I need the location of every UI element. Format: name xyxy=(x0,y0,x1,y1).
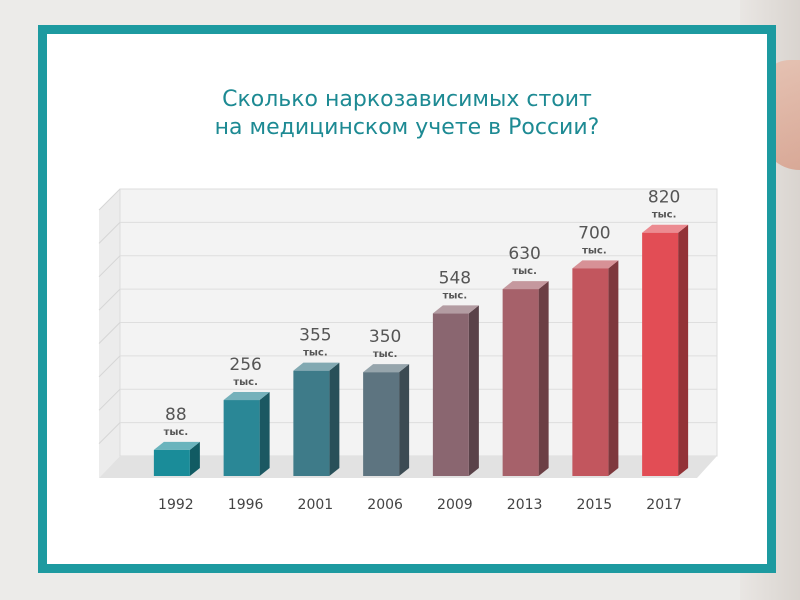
x-tick-label: 2015 xyxy=(577,497,613,513)
data-label-value: 820 xyxy=(648,188,680,208)
bar-side xyxy=(678,224,689,476)
bar-side xyxy=(399,364,410,476)
x-tick-label: 2017 xyxy=(646,497,682,513)
bar-side xyxy=(329,362,340,476)
chart-title-line-1: Сколько наркозависимых стоит xyxy=(222,87,592,112)
x-tick-label: 2013 xyxy=(507,497,543,513)
gridline-side xyxy=(98,322,121,344)
bar xyxy=(572,268,609,476)
gridline-side xyxy=(98,288,121,311)
data-label-unit: тыс. xyxy=(512,266,537,277)
data-label-value: 350 xyxy=(369,327,401,347)
bar-top xyxy=(223,392,270,401)
chart-title-line-2: на медицинском учете в России? xyxy=(214,115,600,140)
data-label-unit: тыс. xyxy=(164,427,189,438)
gridline-side xyxy=(98,355,121,378)
data-label-value: 88 xyxy=(165,405,187,425)
bar-top xyxy=(572,260,619,269)
bar xyxy=(363,372,400,476)
data-label-value: 630 xyxy=(508,244,540,264)
bar-side xyxy=(259,392,270,476)
slide-frame: Сколько наркозависимых стоит на медицинс… xyxy=(38,25,776,573)
bar-top xyxy=(363,364,410,373)
bar xyxy=(502,289,539,476)
bar-side xyxy=(608,260,619,476)
bar xyxy=(153,449,190,476)
data-label-unit: тыс. xyxy=(582,245,607,256)
bar xyxy=(293,370,330,476)
data-label-value: 700 xyxy=(578,223,610,243)
chart-title: Сколько наркозависимых стоит на медицинс… xyxy=(47,86,767,142)
x-tick-label: 2006 xyxy=(367,497,403,513)
data-label-unit: тыс. xyxy=(303,348,328,359)
data-label-unit: тыс. xyxy=(233,377,258,388)
x-tick-label: 1992 xyxy=(158,497,194,513)
data-label-unit: тыс. xyxy=(443,290,468,301)
x-tick-label: 2009 xyxy=(437,497,473,513)
data-label-unit: тыс. xyxy=(652,210,677,221)
x-tick-label: 1996 xyxy=(228,497,264,513)
bar-top xyxy=(502,281,549,290)
bar-side xyxy=(189,441,200,476)
bar-top xyxy=(153,441,200,450)
gridline-side xyxy=(98,422,121,444)
gridline-side xyxy=(98,188,121,211)
bar-top xyxy=(642,224,689,233)
bar-side xyxy=(468,305,479,476)
gridline-side xyxy=(98,388,121,411)
bar-chart: 88 тыс. 1992 256 тыс. 1996 355 тыс. 2001 350 тыс. 2… xyxy=(98,188,718,513)
gridline-side xyxy=(98,222,121,244)
data-label-value: 548 xyxy=(439,268,471,288)
data-label-value: 256 xyxy=(229,355,261,375)
bar-top xyxy=(293,362,340,371)
bar-top xyxy=(432,305,479,314)
data-label-unit: тыс. xyxy=(373,349,398,360)
x-tick-label: 2001 xyxy=(298,497,334,513)
bar-side xyxy=(538,281,549,476)
bar xyxy=(223,400,260,476)
data-label-value: 355 xyxy=(299,326,331,346)
gridline-side xyxy=(98,255,121,278)
bar xyxy=(432,313,469,476)
bar xyxy=(642,232,679,476)
